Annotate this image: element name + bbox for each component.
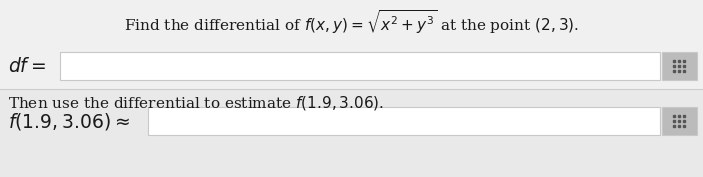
FancyBboxPatch shape xyxy=(60,52,660,80)
FancyBboxPatch shape xyxy=(662,52,697,80)
Text: $df=$: $df=$ xyxy=(8,56,46,76)
FancyBboxPatch shape xyxy=(0,0,703,90)
FancyBboxPatch shape xyxy=(662,107,697,135)
Text: Find the differential of $f(x, y) = \sqrt{x^2 + y^3}$ at the point $(2, 3)$.: Find the differential of $f(x, y) = \sqr… xyxy=(124,8,579,36)
FancyBboxPatch shape xyxy=(148,107,660,135)
Text: Then use the differential to estimate $f(1.9, 3.06)$.: Then use the differential to estimate $f… xyxy=(8,94,384,112)
Text: $f(1.9, 3.06) \approx$: $f(1.9, 3.06) \approx$ xyxy=(8,110,130,132)
